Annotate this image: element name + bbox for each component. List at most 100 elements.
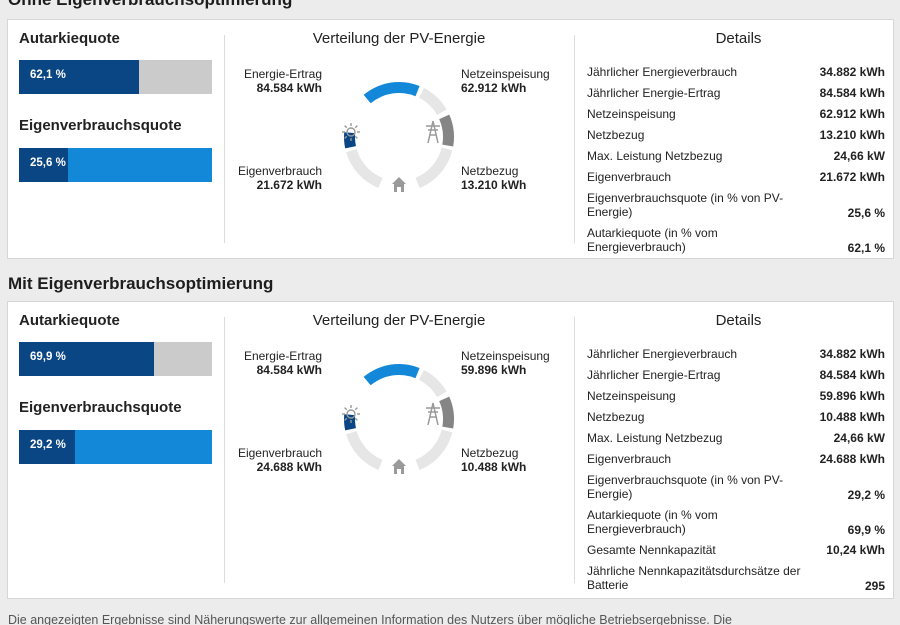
eigenverbrauch-value: 24.688 kWh — [256, 460, 322, 474]
autarkie-value: 69,9 % — [30, 351, 66, 363]
netzeinspeisung-summary: Netzeinspeisung 62.912 kWh — [461, 67, 550, 95]
results-panel-mit: Autarkiequote 69,9 % Eigenverbrauchsquote 2… — [7, 301, 894, 599]
pv-distribution: Verteilung der PV-Energie Energie-Ertrag 8… — [233, 20, 573, 258]
eigenverbrauch-summary: Eigenverbrauch 24.688 kWh — [233, 446, 322, 474]
details-row-value: 59.896 kWh — [819, 389, 885, 403]
kpi-column: Autarkiequote 62,1 % Eigenverbrauchsquote 2… — [8, 20, 223, 258]
details-row-label: Eigenverbrauch — [587, 452, 672, 466]
autarkie-label: Autarkiequote — [19, 312, 120, 329]
ring-segment-grid — [439, 396, 454, 429]
details-row-value: 34.882 kWh — [819, 347, 885, 361]
details-row-value: 24,66 kW — [833, 431, 885, 445]
details-row: Eigenverbrauch 24.688 kWh — [587, 452, 885, 468]
eigenverbrauchsquote-value: 29,2 % — [30, 439, 66, 451]
netzbezug-label: Netzbezug — [461, 164, 519, 178]
distribution-title: Verteilung der PV-Energie — [312, 312, 486, 329]
details-row-label: Netzeinspeisung — [587, 107, 676, 121]
eigenverbrauchsquote-bar: 29,2 % — [19, 430, 212, 464]
details-row-label: Max. Leistung Netzbezug — [587, 149, 723, 163]
ring-segment-yield — [363, 82, 420, 104]
details-row: Jährlicher Energie-Ertrag 84.584 kWh — [587, 86, 885, 102]
pv-flow-ring — [342, 364, 454, 474]
details-row-value: 25,6 % — [847, 206, 885, 220]
eigenverbrauch-value: 21.672 kWh — [256, 178, 322, 192]
results-panel-ohne: Autarkiequote 62,1 % Eigenverbrauchsquote 2… — [7, 19, 894, 259]
netzeinspeisung-label: Netzeinspeisung — [461, 349, 550, 363]
house-icon — [392, 177, 406, 192]
eigenverbrauchsquote-bar: 25,6 % — [19, 148, 212, 182]
distribution-title: Verteilung der PV-Energie — [312, 30, 486, 47]
details-title: Details — [715, 30, 762, 47]
details-row-value: 69,9 % — [847, 523, 885, 537]
energie-ertrag-summary: Energie-Ertrag 84.584 kWh — [233, 349, 322, 377]
details-row-label: Eigenverbrauchsquote (in % von PV-Energi… — [587, 473, 784, 501]
autarkie-bar-rest — [138, 60, 212, 94]
details-row-value: 84.584 kWh — [819, 368, 885, 382]
details-row-label: Gesamte Nennkapazität — [587, 543, 716, 557]
eigenverbrauch-label: Eigenverbrauch — [237, 164, 322, 178]
details-row: Max. Leistung Netzbezug 24,66 kW — [587, 149, 885, 165]
eigenverbrauch-label: Eigenverbrauch — [237, 446, 322, 460]
netzbezug-value: 10.488 kWh — [461, 460, 527, 474]
energie-ertrag-summary: Energie-Ertrag 84.584 kWh — [233, 67, 322, 95]
autarkie-value: 62,1 % — [30, 69, 66, 81]
details-row: Gesamte Nennkapazität 10,24 kWh — [587, 543, 885, 559]
pv-distribution: Verteilung der PV-Energie Energie-Ertrag 8… — [233, 302, 573, 598]
details-row: Autarkiequote (in % vom Energieverbrauch… — [587, 226, 885, 256]
netzbezug-label: Netzbezug — [461, 446, 519, 460]
power-pylon-icon — [426, 120, 440, 144]
details-table: Details Jährlicher Energieverbrauch 34.882… — [583, 20, 894, 258]
divider — [224, 317, 225, 583]
eigenverbrauchsquote-bar-rest — [68, 148, 212, 182]
autarkie-bar-fill — [19, 60, 139, 94]
details-row-label: Netzbezug — [587, 128, 645, 142]
netzbezug-value: 13.210 kWh — [461, 178, 527, 192]
eigenverbrauchsquote-label: Eigenverbrauchsquote — [19, 117, 182, 134]
details-row-value: 24,66 kW — [833, 149, 885, 163]
details-row-value: 84.584 kWh — [819, 86, 885, 100]
netzeinspeisung-value: 59.896 kWh — [461, 363, 527, 377]
ring-segment-pv-to-house — [346, 431, 383, 470]
details-row-label: Max. Leistung Netzbezug — [587, 431, 723, 445]
eigenverbrauchsquote-bar-rest — [75, 430, 212, 464]
eigenverbrauchsquote-label: Eigenverbrauchsquote — [19, 399, 182, 416]
ring-segment-yield — [363, 364, 420, 386]
details-row: Jährlicher Energieverbrauch 34.882 kWh — [587, 347, 885, 363]
autarkie-bar: 62,1 % — [19, 60, 212, 94]
autarkie-bar-fill — [19, 342, 154, 376]
netzeinspeisung-summary: Netzeinspeisung 59.896 kWh — [461, 349, 550, 377]
details-row-value: 295 — [864, 579, 885, 593]
details-row-label: Eigenverbrauchsquote (in % von PV-Energi… — [587, 191, 784, 219]
details-row-value: 34.882 kWh — [819, 65, 885, 79]
energie-ertrag-label: Energie-Ertrag — [243, 349, 322, 363]
details-row-label: Jährlicher Energieverbrauch — [587, 65, 738, 79]
pv-flow-ring — [342, 82, 454, 192]
house-icon — [392, 459, 406, 474]
divider — [574, 35, 575, 243]
energie-ertrag-label: Energie-Ertrag — [243, 67, 322, 81]
details-row-label: Netzbezug — [587, 410, 645, 424]
ring-segment-grid-to-house — [415, 147, 453, 188]
details-row: Netzeinspeisung 59.896 kWh — [587, 389, 885, 405]
details-row-label: Autarkiequote (in % vom Energieverbrauch… — [587, 226, 718, 254]
eigenverbrauchsquote-value: 25,6 % — [30, 157, 66, 169]
netzeinspeisung-label: Netzeinspeisung — [461, 67, 550, 81]
ring-segment-pv-to-house — [346, 149, 383, 188]
ring-segment-grid — [439, 114, 454, 147]
details-title: Details — [715, 312, 762, 329]
details-row: Autarkiequote (in % vom Energieverbrauch… — [587, 508, 885, 538]
details-row: Jährliche Nennkapazitätsdurchsätze der B… — [587, 564, 885, 594]
netzbezug-summary: Netzbezug 10.488 kWh — [461, 446, 526, 474]
power-pylon-icon — [426, 402, 440, 426]
details-row: Eigenverbrauchsquote (in % von PV-Energi… — [587, 191, 885, 221]
details-row-value: 62.912 kWh — [819, 107, 885, 121]
details-row-value: 29,2 % — [847, 488, 885, 502]
details-row-label: Eigenverbrauch — [587, 170, 672, 184]
autarkie-bar: 69,9 % — [19, 342, 212, 376]
eigenverbrauchsquote-bar-fill — [19, 148, 69, 182]
ring-segment-feed-in — [418, 87, 447, 115]
eigenverbrauchsquote-bar-fill — [19, 430, 76, 464]
sun-icon — [342, 405, 360, 423]
details-row-value: 13.210 kWh — [819, 128, 885, 142]
disclaimer-text: Die angezeigten Ergebnisse sind Näherung… — [8, 613, 733, 625]
